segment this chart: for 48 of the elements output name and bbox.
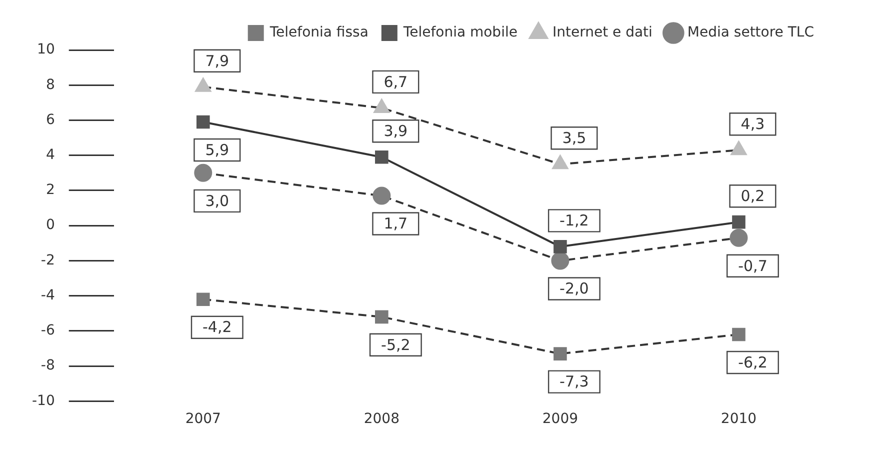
- point: [375, 150, 388, 164]
- y-tick-label: -6: [40, 322, 55, 339]
- legend-label: Telefonia mobile: [402, 24, 518, 41]
- point: [732, 328, 746, 342]
- data-label: 5,9: [205, 140, 230, 159]
- data-label: 3,5: [562, 129, 586, 148]
- data-label: -4,2: [202, 318, 232, 336]
- data-label: -0,7: [738, 256, 768, 275]
- data-label: 4,3: [740, 114, 765, 133]
- point: [554, 240, 567, 254]
- point: [375, 310, 388, 324]
- x-tick-label: 2010: [720, 411, 757, 428]
- y-tick-label: -2: [40, 252, 55, 268]
- x-tick-label: 2007: [185, 411, 221, 428]
- point: [196, 115, 210, 129]
- y-tick-label: -8: [40, 358, 55, 374]
- point: [196, 292, 210, 306]
- data-label: -6,2: [738, 353, 768, 372]
- data-label: 3,9: [384, 122, 408, 140]
- point: [730, 141, 747, 156]
- data-label: 7,9: [205, 52, 230, 70]
- point: [372, 186, 391, 205]
- legend-label: Internet e dati: [552, 24, 652, 41]
- x-tick-label: 2009: [542, 411, 578, 428]
- data-label: 3,0: [205, 192, 230, 210]
- data-label: 0,2: [740, 186, 765, 205]
- y-tick-label: 0: [46, 217, 55, 234]
- data-label: 1,7: [384, 214, 408, 233]
- y-tick-label: 2: [46, 182, 55, 198]
- data-label: 6,7: [384, 72, 408, 91]
- data-label: -5,2: [381, 336, 410, 354]
- point: [551, 252, 570, 270]
- y-tick-label: 8: [46, 76, 55, 93]
- y-tick-label: 6: [46, 112, 55, 128]
- legend-label: Telefonia fissa: [268, 24, 368, 41]
- x-tick-label: 2008: [364, 411, 400, 428]
- point: [194, 164, 212, 182]
- point: [554, 347, 567, 360]
- data-label: -7,3: [560, 372, 589, 391]
- y-tick-label: 10: [37, 42, 55, 58]
- y-tick-label: 4: [46, 147, 55, 163]
- data-label: -1,2: [560, 212, 589, 230]
- legend-label: Media settore TLC: [687, 24, 814, 41]
- point: [730, 228, 748, 247]
- point: [732, 215, 746, 229]
- y-tick-label: -10: [32, 392, 55, 409]
- data-label: -2,0: [560, 280, 589, 298]
- y-tick-label: -4: [40, 287, 55, 304]
